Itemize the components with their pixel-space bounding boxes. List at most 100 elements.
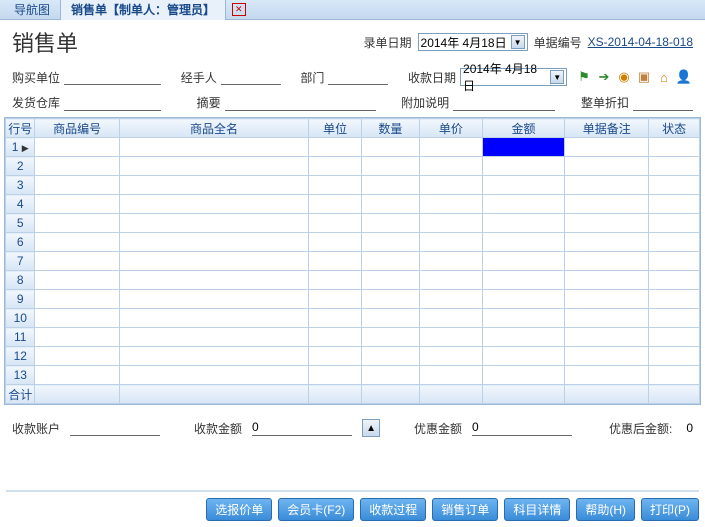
grid-cell[interactable] [35, 347, 119, 366]
row-number-cell[interactable]: 2 [6, 157, 35, 176]
note-input[interactable] [453, 95, 555, 111]
table-row[interactable]: 9 [6, 290, 700, 309]
grid-cell[interactable] [482, 347, 564, 366]
grid-cell[interactable] [35, 366, 119, 385]
grid-cell[interactable] [482, 309, 564, 328]
home-icon[interactable]: ⌂ [655, 68, 673, 86]
row-number-cell[interactable]: 4 [6, 195, 35, 214]
row-number-cell[interactable]: 6 [6, 233, 35, 252]
table-row[interactable]: 13 [6, 366, 700, 385]
grid-cell[interactable] [35, 214, 119, 233]
action-button[interactable]: 销售订单 [432, 498, 498, 521]
grid-cell[interactable] [361, 347, 419, 366]
action-button[interactable]: 科目详情 [504, 498, 570, 521]
grid-cell[interactable] [309, 309, 362, 328]
grid-cell[interactable] [119, 157, 309, 176]
grid-cell[interactable] [361, 214, 419, 233]
column-header[interactable]: 商品全名 [119, 119, 309, 138]
grid-cell[interactable] [309, 176, 362, 195]
refresh-icon[interactable]: ◉ [615, 68, 633, 86]
grid-cell[interactable] [649, 252, 700, 271]
grid-cell[interactable] [119, 252, 309, 271]
grid-cell[interactable] [565, 328, 649, 347]
column-header[interactable]: 商品编号 [35, 119, 119, 138]
grid-cell[interactable] [309, 233, 362, 252]
grid-cell[interactable] [565, 157, 649, 176]
grid-cell[interactable] [361, 309, 419, 328]
grid-cell[interactable] [35, 328, 119, 347]
column-header[interactable]: 单价 [419, 119, 482, 138]
grid-cell[interactable] [309, 157, 362, 176]
table-row[interactable]: 1 ▶ [6, 138, 700, 157]
row-number-cell[interactable]: 1 ▶ [6, 138, 35, 157]
grid-cell[interactable] [565, 233, 649, 252]
grid-cell[interactable] [565, 195, 649, 214]
box-icon[interactable]: ▣ [635, 68, 653, 86]
grid-cell[interactable] [649, 271, 700, 290]
grid-cell[interactable] [309, 347, 362, 366]
warehouse-input[interactable] [64, 95, 161, 111]
grid-cell[interactable] [361, 176, 419, 195]
grid-cell[interactable] [361, 138, 419, 157]
grid-cell[interactable] [35, 271, 119, 290]
grid-cell[interactable] [565, 271, 649, 290]
table-row[interactable]: 7 [6, 252, 700, 271]
grid-cell[interactable] [419, 214, 482, 233]
grid-cell[interactable] [119, 347, 309, 366]
grid-cell[interactable] [649, 157, 700, 176]
table-row[interactable]: 6 [6, 233, 700, 252]
grid-cell[interactable] [119, 328, 309, 347]
grid-cell[interactable] [361, 328, 419, 347]
grid-cell[interactable] [419, 252, 482, 271]
grid-cell[interactable] [309, 271, 362, 290]
grid-cell[interactable] [119, 138, 309, 157]
grid-cell[interactable] [361, 366, 419, 385]
grid-cell[interactable] [649, 347, 700, 366]
grid-cell[interactable] [119, 233, 309, 252]
grid-cell[interactable] [35, 252, 119, 271]
account-input[interactable] [70, 420, 160, 436]
grid-cell[interactable] [419, 157, 482, 176]
column-header[interactable]: 单据备注 [565, 119, 649, 138]
column-header[interactable]: 数量 [361, 119, 419, 138]
grid-cell[interactable] [419, 176, 482, 195]
row-number-cell[interactable]: 8 [6, 271, 35, 290]
action-button[interactable]: 选报价单 [206, 498, 272, 521]
arrow-right-icon[interactable]: ➔ [595, 68, 613, 86]
flag-icon[interactable]: ⚑ [575, 68, 593, 86]
grid-cell[interactable] [419, 366, 482, 385]
table-row[interactable]: 3 [6, 176, 700, 195]
grid-cell[interactable] [119, 290, 309, 309]
grid-cell[interactable] [482, 328, 564, 347]
grid-cell[interactable] [119, 309, 309, 328]
data-grid[interactable]: 行号商品编号商品全名单位数量单价金额单据备注状态1 ▶2345678910111… [4, 117, 701, 405]
grid-cell[interactable] [565, 176, 649, 195]
grid-cell[interactable] [119, 271, 309, 290]
table-row[interactable]: 4 [6, 195, 700, 214]
dropdown-icon[interactable]: ▼ [550, 70, 564, 84]
row-number-cell[interactable]: 11 [6, 328, 35, 347]
grid-cell[interactable] [565, 214, 649, 233]
receipt-date-picker[interactable]: 2014年 4月18日 ▼ [460, 68, 567, 86]
row-number-cell[interactable]: 5 [6, 214, 35, 233]
grid-cell[interactable] [361, 195, 419, 214]
table-row[interactable]: 2 [6, 157, 700, 176]
grid-cell[interactable] [419, 290, 482, 309]
grid-cell[interactable] [649, 328, 700, 347]
grid-cell[interactable] [309, 328, 362, 347]
grid-cell[interactable] [565, 290, 649, 309]
buyer-input[interactable] [64, 69, 161, 85]
grid-cell[interactable] [309, 252, 362, 271]
grid-cell[interactable] [361, 271, 419, 290]
row-number-cell[interactable]: 9 [6, 290, 35, 309]
column-header[interactable]: 状态 [649, 119, 700, 138]
grid-cell[interactable] [482, 290, 564, 309]
grid-cell[interactable] [649, 214, 700, 233]
grid-cell[interactable] [35, 138, 119, 157]
grid-cell[interactable] [482, 157, 564, 176]
grid-cell[interactable] [309, 214, 362, 233]
grid-cell[interactable] [649, 290, 700, 309]
grid-cell[interactable] [361, 290, 419, 309]
grid-cell[interactable] [482, 176, 564, 195]
grid-cell[interactable] [119, 176, 309, 195]
